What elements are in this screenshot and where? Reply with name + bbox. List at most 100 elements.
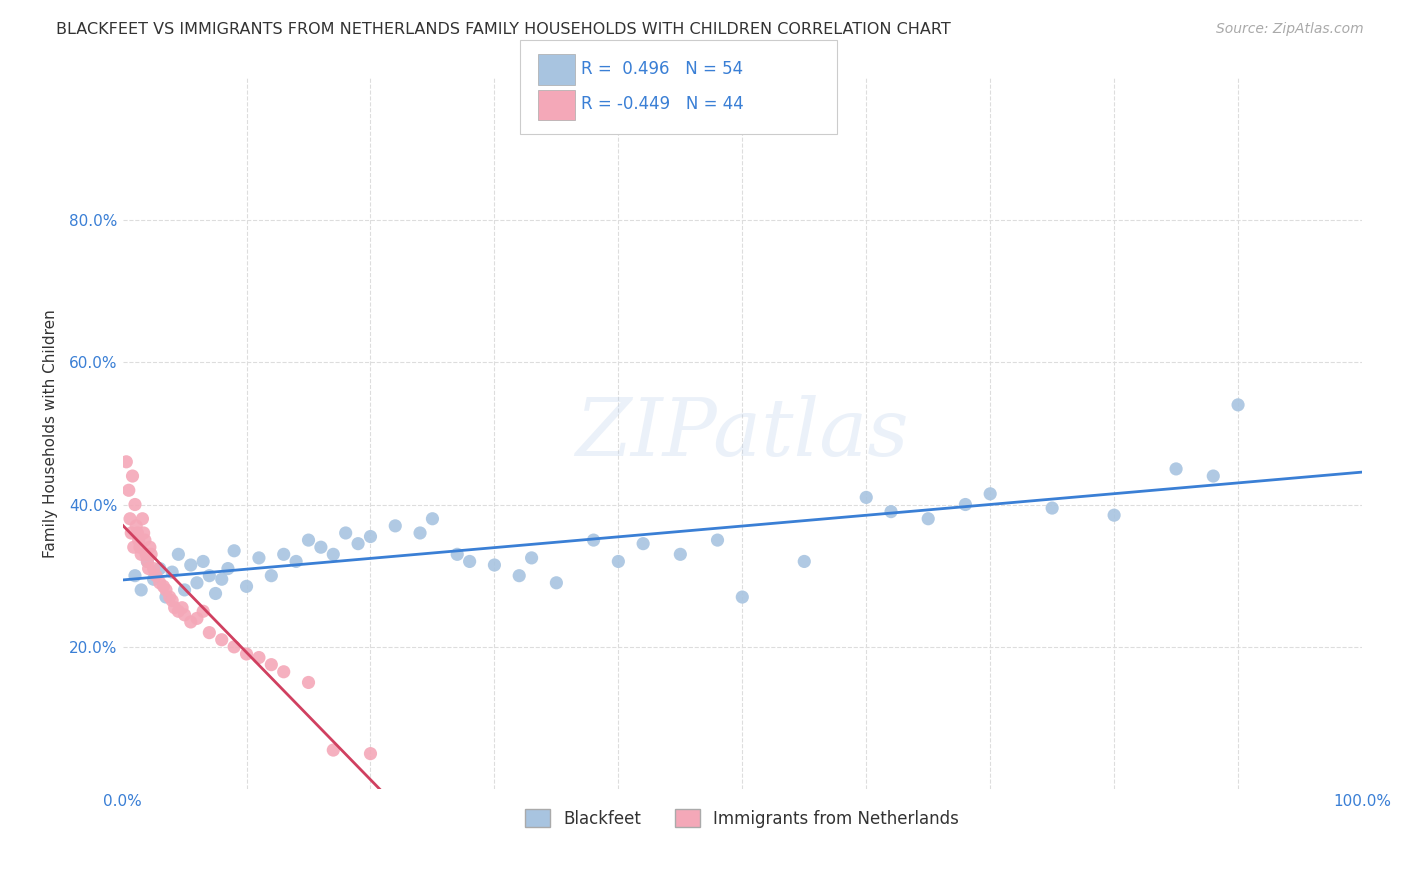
Point	[855, 491, 877, 505]
Point	[793, 554, 815, 568]
Point	[260, 657, 283, 672]
Point	[204, 586, 226, 600]
Point	[422, 512, 444, 526]
Point	[198, 625, 221, 640]
Point	[285, 554, 308, 568]
Point	[139, 547, 162, 561]
Point	[880, 505, 903, 519]
Point	[191, 554, 214, 568]
Point	[118, 512, 141, 526]
Point	[131, 512, 153, 526]
Point	[669, 547, 692, 561]
Point	[160, 593, 183, 607]
Point	[520, 550, 543, 565]
Point	[124, 568, 146, 582]
Text: R =  0.496   N = 54: R = 0.496 N = 54	[581, 60, 742, 78]
Point	[247, 650, 270, 665]
Point	[582, 533, 605, 547]
Point	[159, 590, 181, 604]
Point	[273, 547, 295, 561]
Point	[136, 554, 159, 568]
Point	[180, 615, 202, 629]
Point	[149, 575, 172, 590]
Point	[1040, 501, 1063, 516]
Point	[125, 519, 148, 533]
Point	[1102, 508, 1125, 523]
Point	[198, 568, 221, 582]
Point	[235, 579, 257, 593]
Point	[173, 582, 195, 597]
Point	[149, 561, 172, 575]
Point	[155, 582, 177, 597]
Point	[155, 590, 177, 604]
Point	[409, 526, 432, 541]
Point	[136, 554, 159, 568]
Point	[247, 550, 270, 565]
Point	[211, 632, 233, 647]
Point	[607, 554, 630, 568]
Point	[167, 547, 190, 561]
Text: BLACKFEET VS IMMIGRANTS FROM NETHERLANDS FAMILY HOUSEHOLDS WITH CHILDREN CORRELA: BLACKFEET VS IMMIGRANTS FROM NETHERLANDS…	[56, 22, 950, 37]
Point	[120, 526, 142, 541]
Point	[129, 540, 152, 554]
Legend: Blackfeet, Immigrants from Netherlands: Blackfeet, Immigrants from Netherlands	[519, 803, 966, 834]
Point	[217, 561, 239, 575]
Point	[309, 540, 332, 554]
Text: Source: ZipAtlas.com: Source: ZipAtlas.com	[1216, 22, 1364, 37]
Point	[273, 665, 295, 679]
Point	[297, 533, 319, 547]
Point	[132, 526, 155, 541]
Point	[347, 536, 370, 550]
Point	[129, 582, 152, 597]
Point	[129, 547, 152, 561]
Point	[979, 487, 1001, 501]
Point	[731, 590, 754, 604]
Point	[322, 743, 344, 757]
Point	[1202, 469, 1225, 483]
Point	[211, 572, 233, 586]
Point	[186, 575, 208, 590]
Point	[173, 607, 195, 622]
Point	[359, 530, 381, 544]
Text: R = -0.449   N = 44: R = -0.449 N = 44	[581, 95, 744, 113]
Point	[172, 600, 194, 615]
Point	[186, 611, 208, 625]
Point	[260, 568, 283, 582]
Point	[631, 536, 654, 550]
Point	[118, 483, 141, 498]
Point	[359, 747, 381, 761]
Point	[1227, 398, 1250, 412]
Point	[180, 558, 202, 572]
Point	[122, 540, 145, 554]
Point	[322, 547, 344, 561]
Point	[484, 558, 506, 572]
Point	[138, 561, 160, 575]
Point	[134, 533, 156, 547]
Point	[955, 498, 977, 512]
Point	[706, 533, 728, 547]
Point	[297, 675, 319, 690]
Point	[1164, 462, 1187, 476]
Point	[142, 572, 165, 586]
Point	[124, 498, 146, 512]
Point	[235, 647, 257, 661]
Point	[121, 469, 143, 483]
Point	[191, 604, 214, 618]
Point	[163, 600, 186, 615]
Text: ZIPatlas: ZIPatlas	[575, 394, 910, 472]
Point	[142, 561, 165, 575]
Point	[127, 526, 149, 541]
Point	[167, 604, 190, 618]
Point	[139, 540, 162, 554]
Point	[224, 543, 246, 558]
Point	[917, 512, 939, 526]
Y-axis label: Family Households with Children: Family Households with Children	[44, 309, 58, 558]
Point	[152, 579, 174, 593]
Point	[115, 455, 138, 469]
Point	[384, 519, 406, 533]
Point	[224, 640, 246, 654]
Point	[128, 533, 150, 547]
Point	[508, 568, 530, 582]
Point	[546, 575, 568, 590]
Point	[145, 568, 167, 582]
